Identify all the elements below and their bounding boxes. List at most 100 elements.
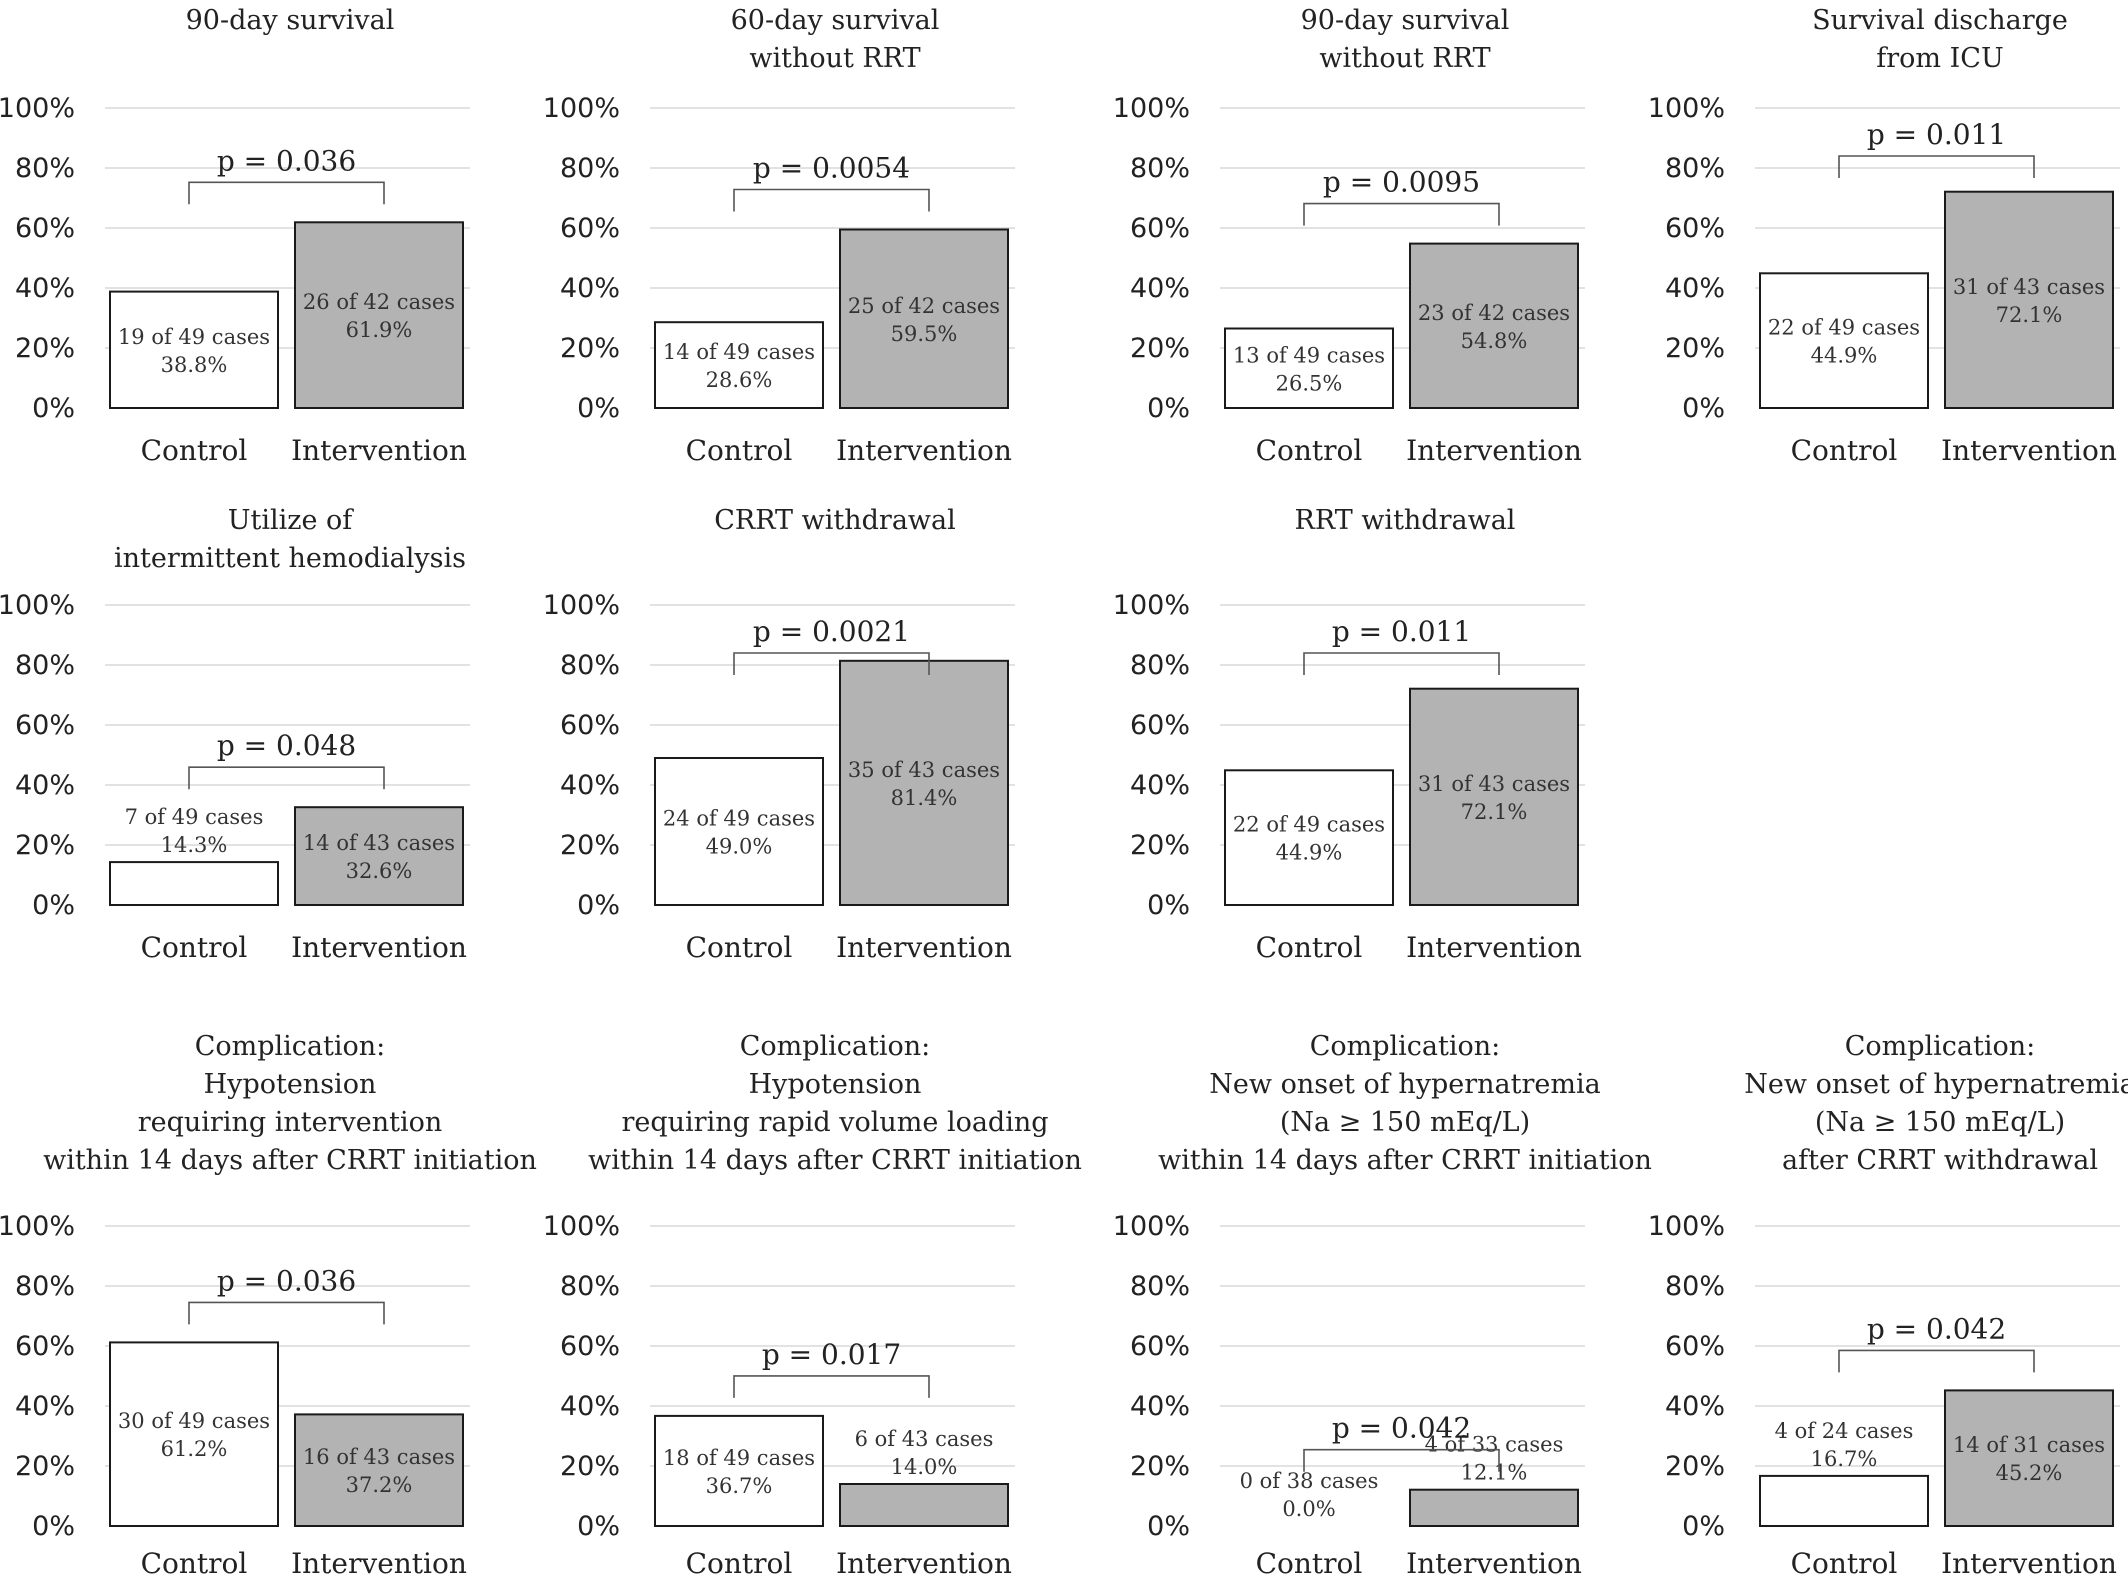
bar-percent-label: 14.3% [161, 833, 228, 857]
y-tick-label: 80% [15, 153, 75, 184]
chart-title-line: within 14 days after CRRT initiation [588, 1145, 1082, 1176]
bar-chart: 0% 20% 40% 60% 80% 100% 22 of 49 cases 44.9% Con… [1648, 93, 2120, 467]
y-tick-label: 100% [0, 1211, 75, 1242]
p-value-label: p = 0.042 [1867, 1312, 2006, 1345]
y-tick-label: 100% [543, 93, 620, 124]
bar-count-label: 14 of 49 cases [663, 340, 815, 364]
chart-title-line: 90-day survival [1300, 5, 1510, 36]
chart-title-line: Complication: [1309, 1031, 1501, 1062]
bar-control [654, 1414, 824, 1527]
y-tick-label: 40% [15, 273, 75, 304]
chart-panel: Complication: New onset of hypernatremia (… [1648, 1028, 2128, 1579]
bar-count-label: 24 of 49 cases [663, 807, 815, 831]
bar-intervention [1944, 1389, 2114, 1527]
y-tick-label: 40% [15, 770, 75, 801]
y-tick-label: 20% [15, 830, 75, 861]
bar-percent-label: 16.7% [1811, 1447, 1878, 1471]
y-tick-label: 100% [1648, 93, 1725, 124]
bar-intervention [294, 806, 464, 907]
y-tick-label: 100% [1113, 590, 1190, 621]
y-tick-label: 60% [15, 1331, 75, 1362]
bar-count-label: 4 of 24 cases [1775, 1419, 1914, 1443]
y-tick-label: 100% [1648, 1211, 1725, 1242]
bar-percent-label: 0.0% [1282, 1497, 1335, 1521]
bar-percent-label: 12.1% [1461, 1461, 1528, 1485]
significance-bracket [733, 1375, 930, 1398]
bar-control [1224, 769, 1394, 906]
chart-panel: Complication: New onset of hypernatremia (… [1113, 1028, 1655, 1579]
chart-panel: Survival discharge from ICU 0% 20% 40% 60% 80%… [1648, 0, 2128, 525]
y-tick-label: 20% [1130, 830, 1190, 861]
bar-intervention [1409, 687, 1579, 906]
chart-panel: Complication: Hypotension requiring interv… [0, 1028, 540, 1579]
bar-count-label: 14 of 31 cases [1953, 1433, 2105, 1457]
y-tick-label: 0% [32, 1511, 75, 1542]
chart-title-line: intermittent hemodialysis [114, 543, 466, 574]
bar-count-label: 22 of 49 cases [1233, 813, 1385, 837]
significance-bracket [733, 652, 930, 675]
x-category-label: Control [686, 1547, 793, 1579]
x-category-label: Intervention [1941, 1547, 2117, 1579]
bar-percent-label: 81.4% [891, 786, 958, 810]
x-category-label: Control [1256, 931, 1363, 964]
bar-count-label: 26 of 42 cases [303, 290, 455, 314]
bar-count-label: 30 of 49 cases [118, 1409, 270, 1433]
bar-count-label: 25 of 42 cases [848, 294, 1000, 318]
bar-count-label: 13 of 49 cases [1233, 343, 1385, 367]
bar-percent-label: 26.5% [1276, 371, 1343, 395]
y-tick-label: 20% [1130, 1451, 1190, 1482]
p-value-label: p = 0.042 [1332, 1412, 1471, 1445]
bar-count-label: 14 of 43 cases [303, 831, 455, 855]
bar-count-label: 19 of 49 cases [118, 325, 270, 349]
bar-chart: 0% 20% 40% 60% 80% 100% 18 of 49 cases 36.7% Con… [543, 1211, 1015, 1579]
bar-intervention [839, 1483, 1009, 1527]
y-tick-label: 60% [1130, 710, 1190, 741]
bar-intervention [1944, 190, 2114, 409]
chart-title: RRT withdrawal [1155, 502, 1655, 540]
bar-count-label: 6 of 43 cases [855, 1427, 994, 1451]
y-tick-label: 80% [1665, 1271, 1725, 1302]
bar-control [654, 321, 824, 410]
bar-count-label: 4 of 33 cases [1425, 1433, 1564, 1457]
bar-count-label: 22 of 49 cases [1768, 316, 1920, 340]
bar-intervention [839, 228, 1009, 409]
bar-control [109, 290, 279, 410]
bar-percent-label: 38.8% [161, 353, 228, 377]
x-category-label: Control [1791, 1547, 1898, 1579]
bar-count-label: 0 of 38 cases [1240, 1469, 1379, 1493]
chart-title-line: after CRRT withdrawal [1782, 1145, 2098, 1176]
y-tick-label: 60% [1130, 1331, 1190, 1362]
bar-count-label: 16 of 43 cases [303, 1445, 455, 1469]
bar-count-label: 35 of 43 cases [848, 758, 1000, 782]
p-value-label: p = 0.048 [217, 729, 356, 762]
bar-chart: 0% 20% 40% 60% 80% 100% 13 of 49 cases 26.5% Con… [1113, 93, 1585, 467]
bar-percent-label: 59.5% [891, 322, 958, 346]
y-tick-label: 100% [1113, 1211, 1190, 1242]
bar-chart: 0% 20% 40% 60% 80% 100% 19 of 49 cases 38.8% Con… [0, 93, 470, 467]
y-tick-label: 40% [560, 1391, 620, 1422]
bar-count-label: 7 of 49 cases [125, 805, 264, 829]
y-tick-label: 60% [560, 213, 620, 244]
chart-panel: CRRT withdrawal 0% 20% 40% 60% 80% 100% 24 of 4… [543, 500, 1085, 1025]
chart-panel: Utilize of intermittent hemodialysis 0% 20%… [0, 500, 540, 1025]
y-tick-label: 0% [1147, 1511, 1190, 1542]
bar-control [109, 861, 279, 907]
p-value-label: p = 0.036 [217, 1264, 356, 1297]
y-tick-label: 40% [1665, 273, 1725, 304]
chart-title-line: Complication: [194, 1031, 386, 1062]
x-category-label: Intervention [1406, 434, 1582, 467]
x-category-label: Control [141, 1547, 248, 1579]
bar-control [1224, 327, 1394, 409]
x-category-label: Intervention [291, 931, 467, 964]
chart-title-line: RRT withdrawal [1294, 505, 1516, 536]
bar-chart: 0% 20% 40% 60% 80% 100% 4 of 24 cases 16.7% Cont… [1648, 1211, 2120, 1579]
y-tick-label: 40% [1665, 1391, 1725, 1422]
bar-intervention [1409, 1488, 1579, 1528]
chart-title: 60-day survival without RRT [585, 2, 1085, 78]
p-value-label: p = 0.0021 [753, 615, 910, 648]
chart-title-line: within 14 days after CRRT initiation [43, 1145, 537, 1176]
y-tick-label: 20% [1665, 1451, 1725, 1482]
x-category-label: Control [141, 931, 248, 964]
p-value-label: p = 0.036 [217, 144, 356, 177]
chart-title-line: 60-day survival [730, 5, 940, 36]
